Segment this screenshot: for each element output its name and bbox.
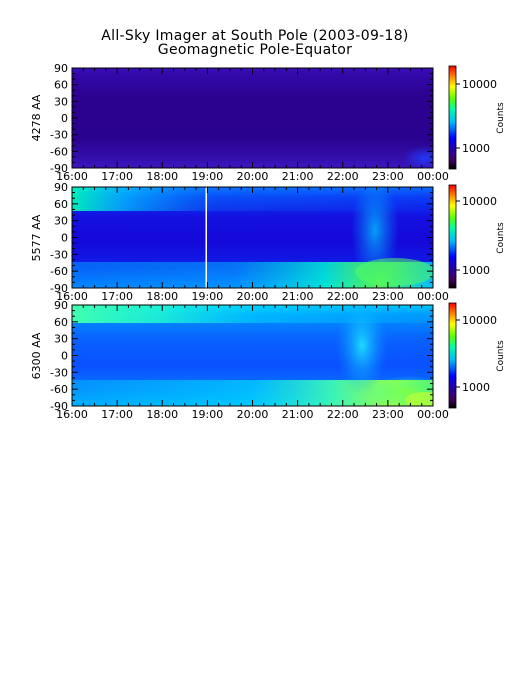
xtick-label: 19:00 bbox=[192, 290, 224, 303]
xtick-label: 16:00 bbox=[56, 408, 88, 421]
xtick-label: 23:00 bbox=[372, 408, 404, 421]
xtick-label: 21:00 bbox=[282, 170, 314, 183]
ylabel-4278: 4278 AA bbox=[30, 94, 43, 141]
colorbar-6300: 10000 1000 Counts bbox=[448, 302, 506, 409]
ytick-label: 0 bbox=[61, 232, 68, 245]
colorbar-6300-label: Counts bbox=[496, 340, 506, 372]
ytick-label: 90 bbox=[54, 62, 68, 75]
xtick-label: 20:00 bbox=[237, 408, 269, 421]
xtick-label: 16:00 bbox=[56, 290, 88, 303]
colorbar-5577-tick-1000: 1000 bbox=[462, 264, 490, 277]
ytick-label: -90 bbox=[50, 400, 68, 413]
xtick-label: 19:00 bbox=[192, 408, 224, 421]
xtick-label: 17:00 bbox=[101, 408, 133, 421]
xtick-label: 23:00 bbox=[372, 290, 404, 303]
ytick-label: -60 bbox=[50, 265, 68, 278]
xtick-label: 18:00 bbox=[146, 290, 178, 303]
colorbar-5577-tick-10000: 10000 bbox=[462, 195, 497, 208]
ytick-label: 0 bbox=[61, 350, 68, 363]
colorbar-6300-scale bbox=[448, 302, 457, 409]
colorbar-5577-label: Counts bbox=[496, 222, 506, 254]
xtick-label: 19:00 bbox=[192, 170, 224, 183]
xtick-label: 21:00 bbox=[282, 408, 314, 421]
ytick-label: 90 bbox=[54, 181, 68, 194]
ytick-label: 60 bbox=[54, 198, 68, 211]
xtick-label: 00:00 bbox=[417, 408, 449, 421]
colorbar-6300-tick-1000: 1000 bbox=[462, 381, 490, 394]
xtick-label: 20:00 bbox=[237, 170, 269, 183]
ytick-label: 90 bbox=[54, 299, 68, 312]
colorbar-4278-label: Counts bbox=[496, 102, 506, 134]
panel-6300: 6300 AA 90 60 30 0 -30 -60 -90 16:00 17:00 18:00… bbox=[30, 299, 506, 421]
colorbar-5577: 10000 1000 Counts bbox=[448, 184, 506, 289]
ytick-label: -30 bbox=[50, 248, 68, 261]
colorbar-4278-scale bbox=[448, 65, 457, 170]
ytick-label: 30 bbox=[54, 333, 68, 346]
ytick-label: -60 bbox=[50, 145, 68, 158]
xtick-label: 21:00 bbox=[282, 290, 314, 303]
ylabel-6300: 6300 AA bbox=[30, 332, 43, 379]
ytick-label: 60 bbox=[54, 79, 68, 92]
xtick-label: 22:00 bbox=[327, 170, 359, 183]
xtick-label: 18:00 bbox=[146, 170, 178, 183]
ytick-label: -30 bbox=[50, 366, 68, 379]
colorbar-4278-tick-1000: 1000 bbox=[462, 142, 490, 155]
time-marker-1900 bbox=[205, 187, 207, 288]
ytick-label: 30 bbox=[54, 95, 68, 108]
xtick-label: 16:00 bbox=[56, 170, 88, 183]
xtick-label: 22:00 bbox=[327, 408, 359, 421]
xtick-label: 17:00 bbox=[101, 170, 133, 183]
heatmap-6300 bbox=[72, 305, 433, 406]
xtick-label: 22:00 bbox=[327, 290, 359, 303]
heatmap-4278 bbox=[72, 68, 433, 168]
colorbar-4278: 10000 1000 Counts bbox=[448, 65, 506, 170]
ytick-label: -90 bbox=[50, 162, 68, 175]
xtick-label: 18:00 bbox=[146, 408, 178, 421]
colorbar-4278-tick-10000: 10000 bbox=[462, 78, 497, 91]
xtick-label: 17:00 bbox=[101, 290, 133, 303]
chart-title: All-Sky Imager at South Pole (2003-09-18… bbox=[101, 28, 408, 44]
ylabel-5577: 5577 AA bbox=[30, 214, 43, 261]
ytick-label: -30 bbox=[50, 129, 68, 142]
xtick-label: 00:00 bbox=[417, 170, 449, 183]
ytick-label: -60 bbox=[50, 383, 68, 396]
chart-subtitle: Geomagnetic Pole-Equator bbox=[158, 42, 352, 58]
heatmap-5577 bbox=[72, 187, 433, 288]
ytick-label: 0 bbox=[61, 112, 68, 125]
xtick-label: 00:00 bbox=[417, 290, 449, 303]
colorbar-5577-scale bbox=[448, 184, 457, 289]
ytick-label: -90 bbox=[50, 282, 68, 295]
xtick-label: 20:00 bbox=[237, 290, 269, 303]
colorbar-6300-tick-10000: 10000 bbox=[462, 314, 497, 327]
ytick-label: 30 bbox=[54, 215, 68, 228]
xtick-label: 23:00 bbox=[372, 170, 404, 183]
ytick-label: 60 bbox=[54, 316, 68, 329]
panel-4278: 4278 AA 90 60 30 0 -30 -60 -90 16:00 17:00 18:00… bbox=[30, 62, 506, 183]
panel-5577: 5577 AA 90 60 30 0 -30 -60 -90 16:00 17:00 18:00… bbox=[30, 181, 506, 303]
